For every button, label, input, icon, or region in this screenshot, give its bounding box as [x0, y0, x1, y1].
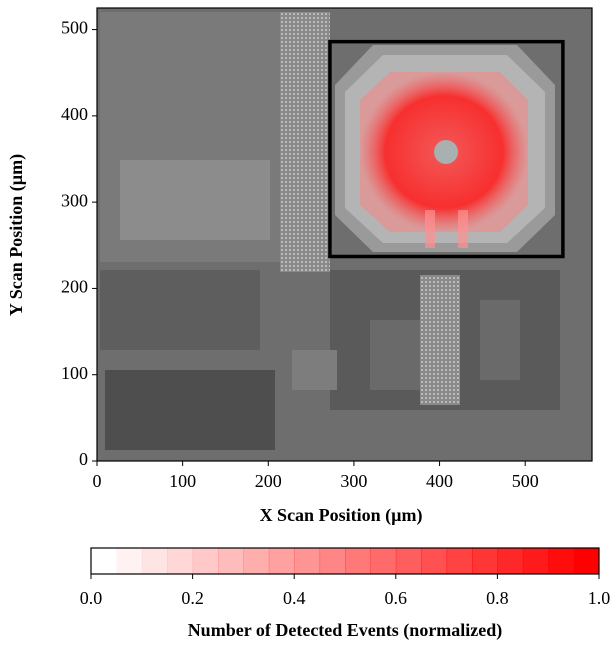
plot-frame: [96, 7, 593, 462]
y-tick-label: 0: [79, 449, 88, 469]
colorbar-step: [573, 548, 600, 574]
colorbar-step: [141, 548, 168, 574]
y-tick-label: 500: [61, 18, 88, 38]
y-tick-label: 100: [61, 363, 88, 383]
colorbar-step: [370, 548, 397, 574]
x-axis-label: X Scan Position (µm): [260, 505, 423, 526]
colorbar-step: [268, 548, 295, 574]
colorbar-step: [548, 548, 575, 574]
heatmap: [360, 72, 528, 248]
colorbar-step: [294, 548, 321, 574]
colorbar-step: [395, 548, 422, 574]
y-tick-label: 300: [61, 190, 88, 210]
colorbar-step: [319, 548, 346, 574]
x-tick-label: 0: [93, 471, 102, 491]
colorbar-tick-label: 0.4: [283, 588, 306, 608]
y-tick-label: 400: [61, 104, 88, 124]
colorbar-tick-label: 0.2: [181, 588, 204, 608]
colorbar-step: [91, 548, 117, 574]
colorbar-tick-label: 0.8: [486, 588, 509, 608]
colorbar-step: [421, 548, 448, 574]
colorbar-step: [218, 548, 244, 574]
colorbar-step: [497, 548, 524, 574]
colorbar-tick-label: 0.0: [80, 588, 103, 608]
colorbar-tick-label: 0.6: [385, 588, 408, 608]
colorbar-step: [116, 548, 143, 574]
colorbar-step: [446, 548, 473, 574]
y-axis-label: Y Scan Position (µm): [6, 154, 27, 316]
roi-box: [328, 39, 565, 259]
colorbar-step: [345, 548, 371, 574]
x-tick-label: 400: [426, 471, 453, 491]
x-tick-label: 200: [255, 471, 282, 491]
colorbar-label: Number of Detected Events (normalized): [188, 620, 503, 641]
y-tick-label: 200: [61, 277, 88, 297]
colorbar-step: [243, 548, 270, 574]
colorbar-tick-label: 1.0: [588, 588, 611, 608]
x-tick-label: 100: [169, 471, 196, 491]
x-tick-label: 500: [512, 471, 539, 491]
colorbar-step: [472, 548, 498, 574]
colorbar-frame: [90, 547, 600, 575]
colorbar-step: [167, 548, 194, 574]
chip-image: [97, 8, 592, 461]
colorbar-step: [192, 548, 219, 574]
colorbar-step: [522, 548, 549, 574]
x-tick-label: 300: [340, 471, 367, 491]
